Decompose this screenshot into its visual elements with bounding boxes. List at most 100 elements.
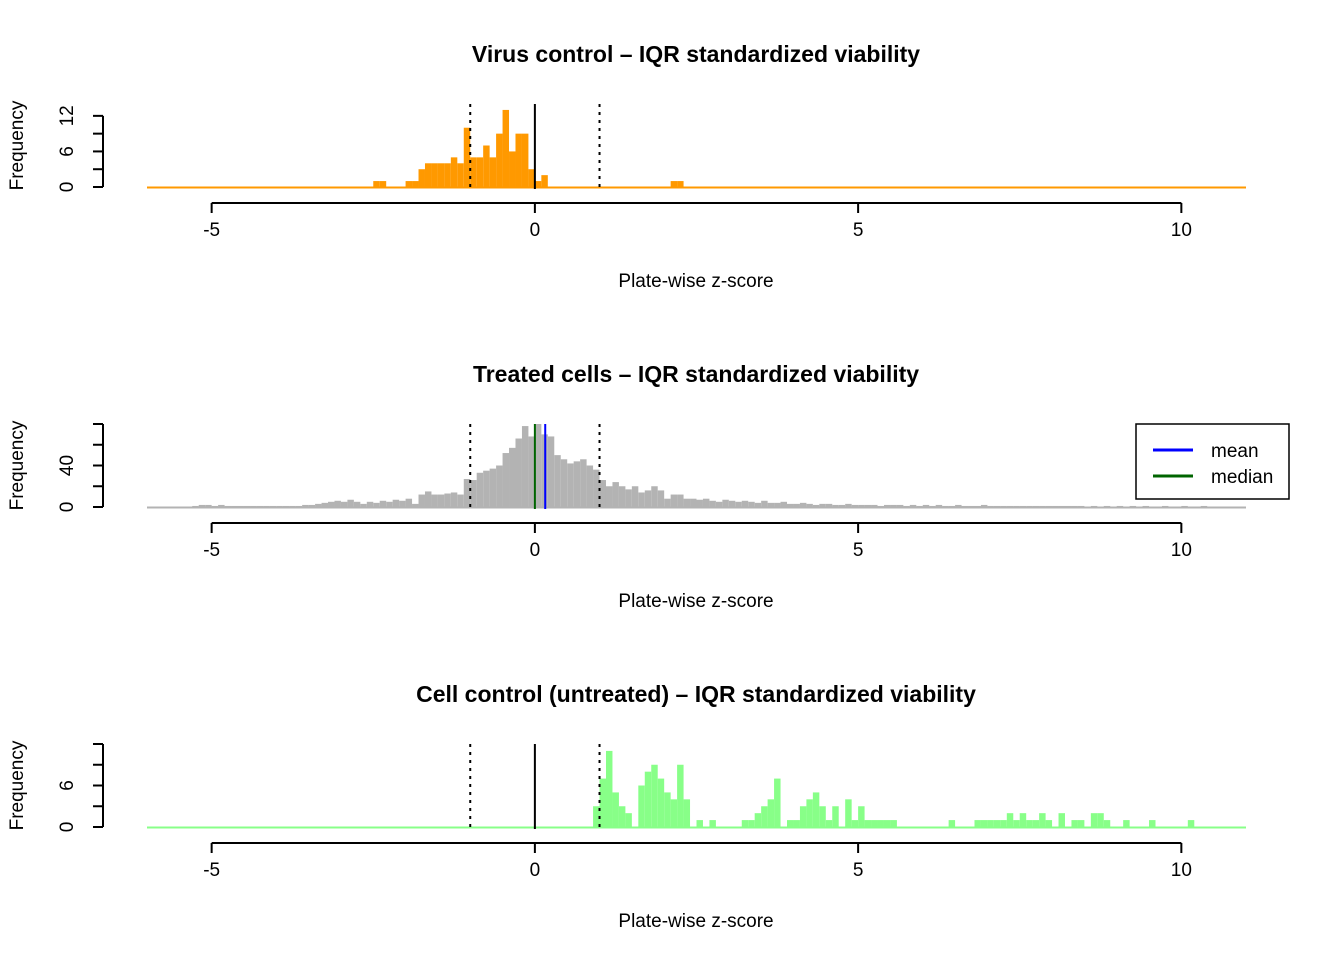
histogram-bar — [509, 447, 516, 507]
legend-box — [1135, 423, 1290, 500]
histogram-bar — [942, 505, 949, 507]
x-tick-label: 5 — [853, 220, 864, 241]
histogram-bar — [515, 438, 522, 507]
x-tick-label: 0 — [530, 860, 541, 881]
histogram-bar — [1149, 820, 1156, 827]
histogram-bar — [696, 820, 703, 827]
histogram-bar — [748, 501, 755, 507]
histogram-bar — [890, 820, 897, 827]
histogram-bar — [799, 502, 807, 507]
histogram-bar — [683, 799, 691, 827]
y-tick-label: 12 — [57, 105, 78, 126]
histogram-bar — [677, 494, 684, 507]
histogram-bar — [787, 503, 794, 507]
histogram-bar — [883, 820, 891, 827]
histogram-bar — [709, 820, 716, 827]
histogram-bar — [916, 505, 923, 507]
x-tick-label: -5 — [203, 860, 220, 881]
histogram-bar — [987, 505, 994, 507]
histogram-bar — [838, 504, 846, 507]
histogram-bar — [1071, 820, 1078, 827]
y-tick-label: 40 — [57, 455, 78, 476]
histogram-bar — [418, 494, 425, 507]
histogram-bar — [871, 504, 878, 507]
histogram-bar — [218, 504, 225, 507]
x-axis-label: Plate-wise z-score — [618, 911, 773, 932]
chart-title: Treated cells – IQR standardized viabili… — [473, 361, 919, 387]
histogram-bar — [670, 799, 678, 827]
histogram-bar — [366, 501, 374, 507]
histogram-bar — [502, 109, 510, 187]
histogram-bar — [955, 504, 962, 507]
histogram-bar — [250, 505, 257, 507]
histogram-bar — [787, 820, 794, 827]
histogram-bar — [767, 799, 775, 827]
histogram-bar — [483, 145, 490, 187]
histogram-bar — [399, 500, 406, 507]
y-axis-label: Frequency — [7, 100, 28, 190]
histogram-bar — [871, 820, 878, 827]
histogram-bar — [1077, 505, 1085, 507]
histogram-bar — [198, 504, 206, 507]
histogram-bar — [502, 453, 510, 507]
histogram-bar — [534, 424, 542, 507]
histogram-bar — [463, 478, 471, 507]
histogram-bar — [890, 504, 897, 507]
histogram-bar — [974, 505, 981, 507]
histogram-bar — [586, 465, 594, 507]
histogram-bar — [625, 489, 632, 507]
histogram-bar — [664, 498, 671, 507]
histogram-bar — [1116, 505, 1124, 507]
histogram-bar — [644, 490, 652, 507]
histogram-bar — [741, 500, 749, 507]
histogram-bar — [470, 157, 477, 187]
histogram-bar — [819, 806, 826, 827]
x-tick-label: 5 — [853, 540, 864, 561]
histogram-bar — [554, 455, 561, 507]
histogram-bar — [625, 813, 632, 827]
histogram-bar — [231, 505, 238, 507]
histogram-bar — [1045, 820, 1053, 827]
x-axis-label: Plate-wise z-score — [618, 271, 773, 292]
histogram-bar — [405, 498, 413, 507]
histogram-bar — [864, 504, 872, 507]
histogram-bar — [437, 494, 445, 507]
histogram-bar — [993, 820, 1001, 827]
histogram-bar — [774, 502, 781, 507]
histogram-bar — [832, 806, 839, 827]
histogram-bar — [819, 503, 826, 507]
histogram-bar — [444, 163, 451, 187]
histogram-bar — [715, 501, 723, 507]
histogram-bar — [1013, 820, 1020, 827]
histogram-bar — [702, 498, 710, 507]
histogram-bar — [373, 181, 380, 187]
histogram-bar — [1187, 820, 1195, 827]
histogram-bar — [1181, 505, 1188, 507]
histogram-bar — [670, 494, 678, 507]
histogram-bar — [1019, 505, 1027, 507]
histogram-bar — [1129, 505, 1137, 507]
histogram-bar — [424, 163, 432, 187]
histogram-bar — [1013, 505, 1020, 507]
histogram-bar — [1026, 820, 1033, 827]
x-tick-label: 10 — [1171, 220, 1192, 241]
histogram-bar — [599, 480, 606, 507]
histogram-bar — [858, 504, 865, 507]
histogram-bar — [424, 491, 432, 507]
histogram-bar — [1123, 820, 1130, 827]
histogram-bar — [735, 501, 742, 507]
histogram-bar — [1006, 505, 1014, 507]
y-axis-label: Frequency — [7, 740, 28, 830]
histogram-bar — [1039, 813, 1046, 827]
histogram-bar — [1071, 505, 1078, 507]
y-tick-label: 6 — [57, 146, 78, 157]
histogram-bar — [631, 486, 639, 507]
histogram-bar — [211, 505, 219, 507]
histogram-bar — [470, 480, 477, 507]
x-axis-label: Plate-wise z-score — [618, 591, 773, 612]
x-tick-label: -5 — [203, 540, 220, 561]
histogram-bar — [1064, 505, 1072, 507]
histogram-bar — [1026, 505, 1033, 507]
y-tick-label: 0 — [57, 822, 78, 833]
histogram-bar — [412, 181, 419, 187]
